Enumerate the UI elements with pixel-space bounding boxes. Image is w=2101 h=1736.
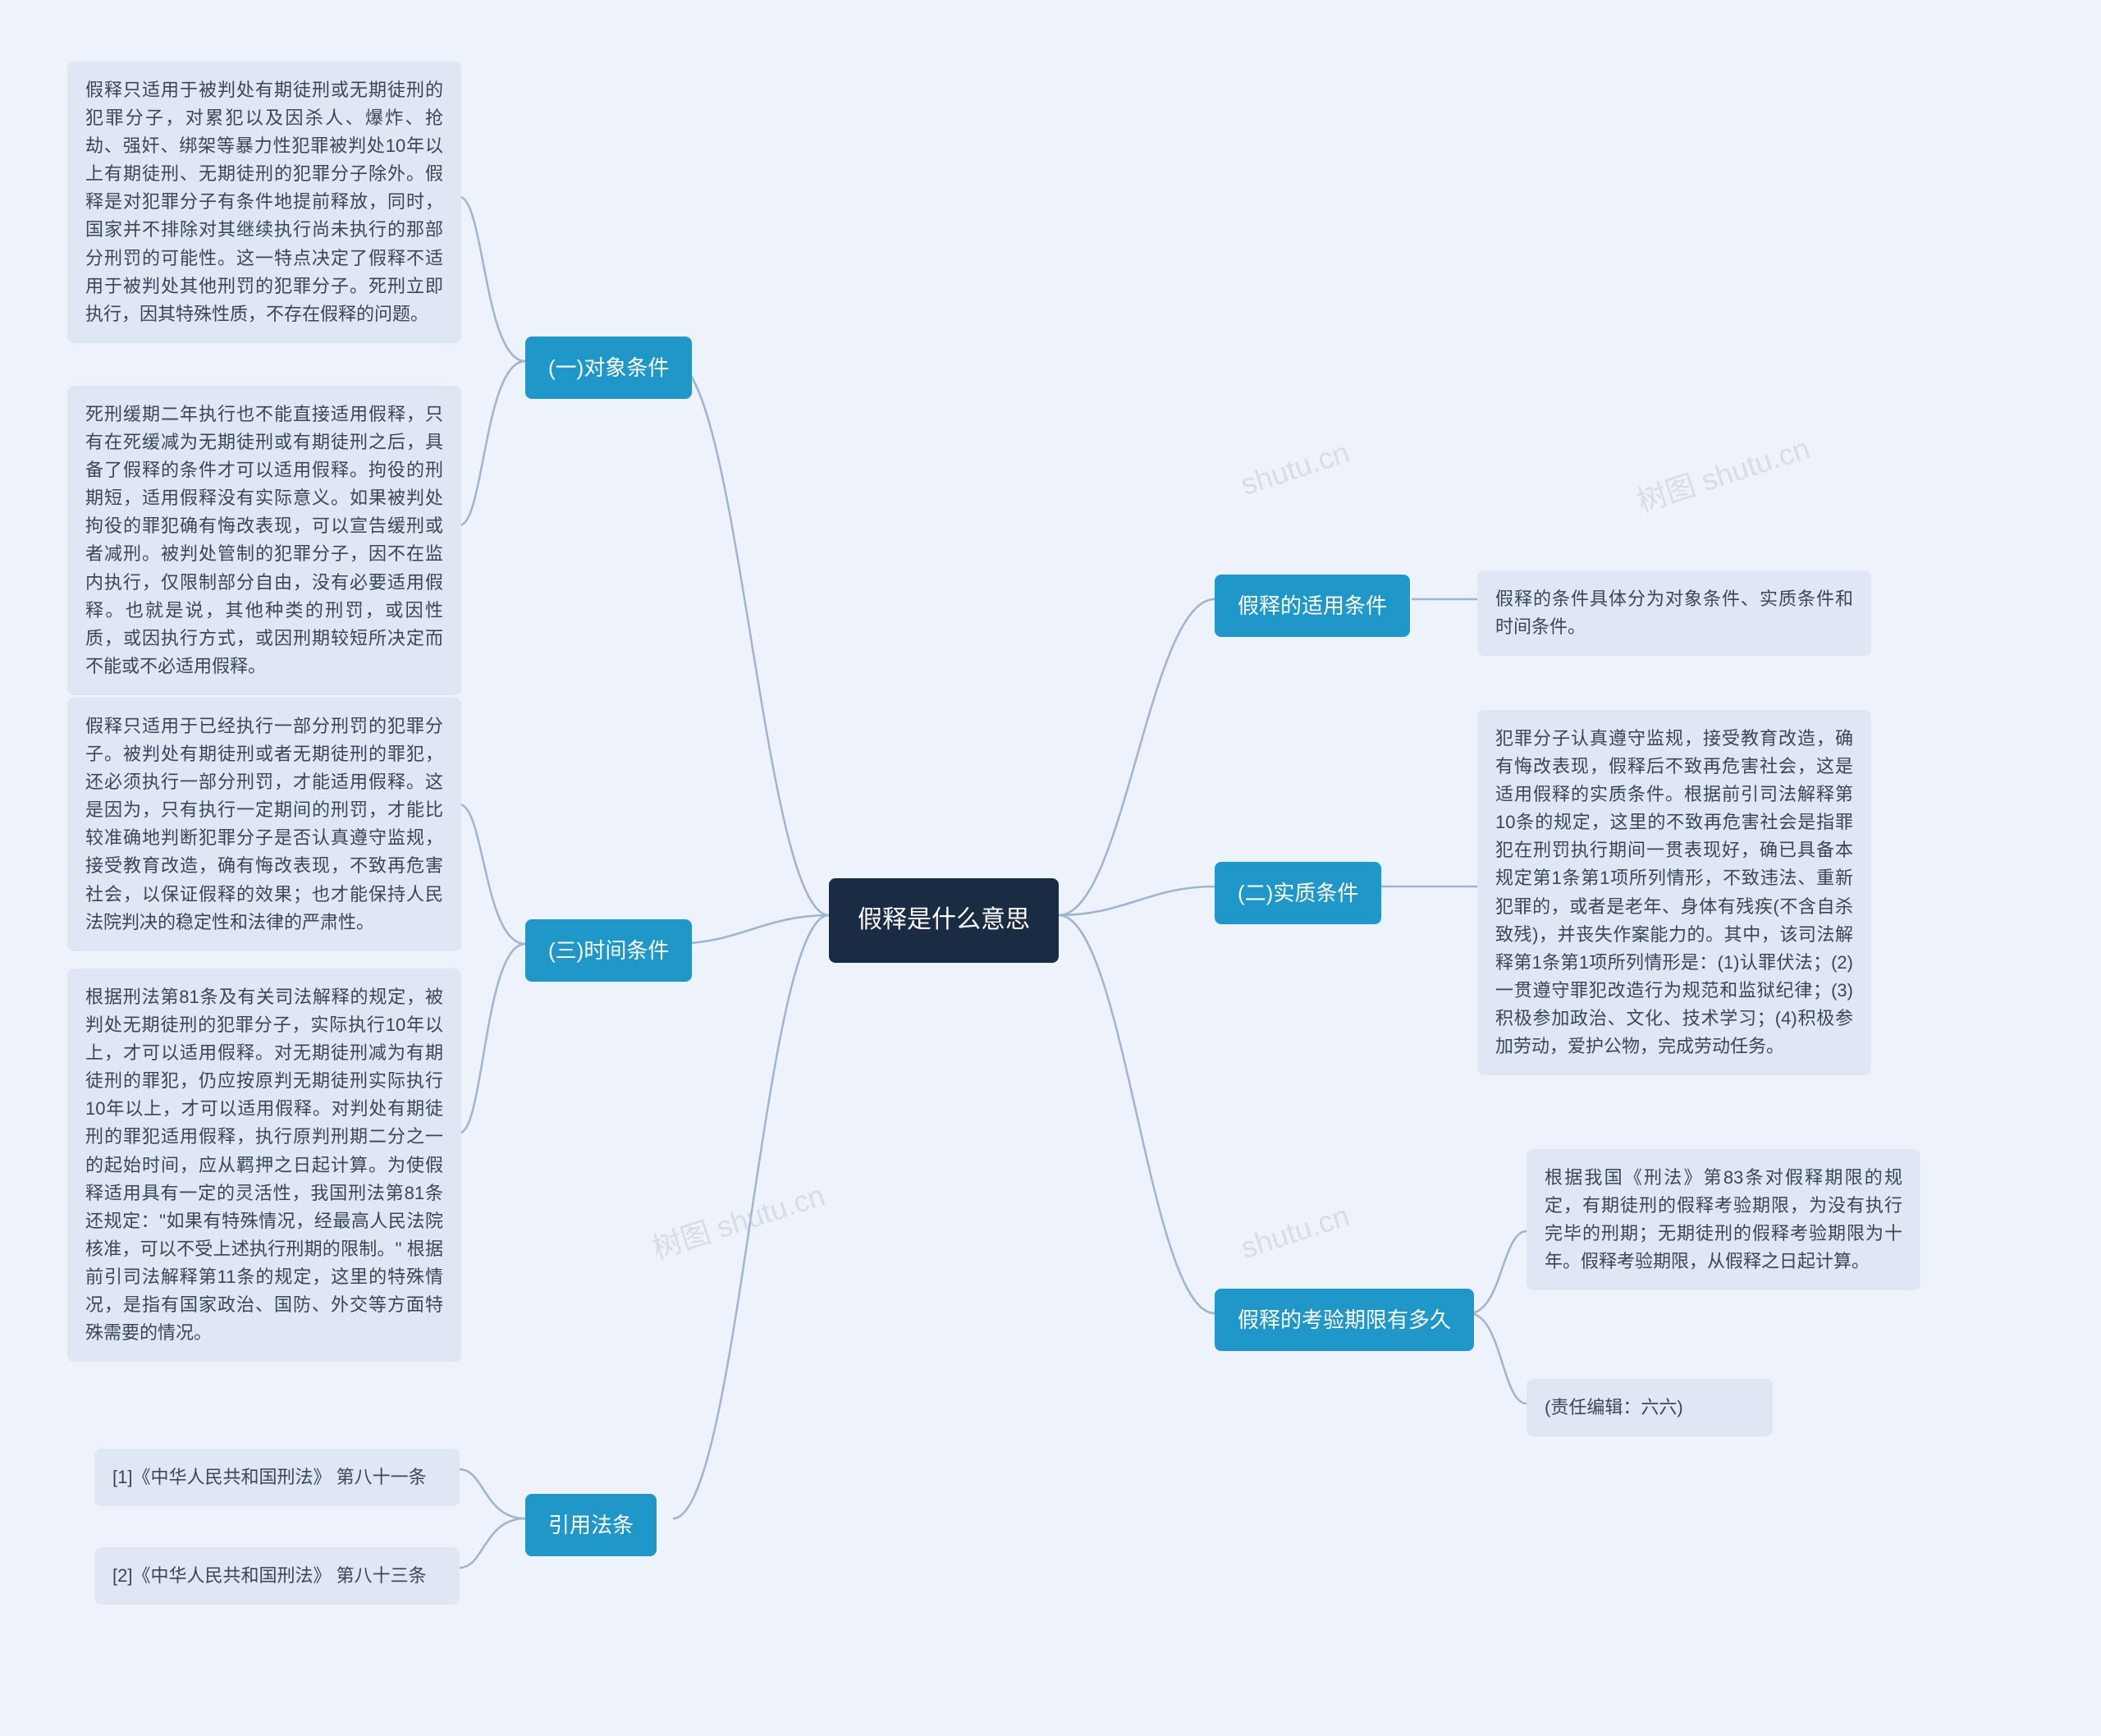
leaf-cite-2: [2]《中华人民共和国刑法》 第八十三条: [94, 1547, 460, 1605]
leaf-applicable-1: 假释的条件具体分为对象条件、实质条件和时间条件。: [1477, 570, 1871, 656]
leaf-cite-1: [1]《中华人民共和国刑法》 第八十一条: [94, 1449, 460, 1506]
branch-label: (一)对象条件: [548, 355, 669, 380]
leaf-substance-1: 犯罪分子认真遵守监规，接受教育改造，确有悔改表现，假释后不致再危害社会，这是适用…: [1477, 710, 1871, 1075]
leaf-text: (责任编辑：六六): [1545, 1397, 1683, 1418]
root-node[interactable]: 假释是什么意思: [829, 878, 1059, 963]
branch-label: (三)时间条件: [548, 938, 669, 963]
branch-label: (二)实质条件: [1238, 881, 1358, 905]
leaf-text: [1]《中华人民共和国刑法》 第八十一条: [112, 1467, 427, 1487]
branch-object-conditions[interactable]: (一)对象条件: [525, 337, 692, 399]
leaf-text: 假释只适用于被判处有期徒刑或无期徒刑的犯罪分子，对累犯以及因杀人、爆炸、抢劫、强…: [85, 80, 443, 324]
branch-label: 引用法条: [548, 1513, 634, 1537]
branch-label: 假释的考验期限有多久: [1238, 1308, 1451, 1332]
leaf-text: 死刑缓期二年执行也不能直接适用假释，只有在死缓减为无期徒刑或有期徒刑之后，具备了…: [85, 404, 443, 676]
watermark: 树图 shutu.cn: [1631, 425, 1814, 521]
leaf-text: 根据我国《刑法》第83条对假释期限的规定，有期徒刑的假释考验期限，为没有执行完毕…: [1545, 1167, 1902, 1271]
branch-label: 假释的适用条件: [1238, 593, 1387, 618]
watermark: shutu.cn: [1237, 435, 1353, 502]
leaf-text: 犯罪分子认真遵守监规，接受教育改造，确有悔改表现，假释后不致再危害社会，这是适用…: [1495, 728, 1853, 1056]
branch-time-conditions[interactable]: (三)时间条件: [525, 919, 692, 982]
root-label: 假释是什么意思: [858, 906, 1030, 933]
branch-substance-conditions[interactable]: (二)实质条件: [1215, 862, 1381, 924]
leaf-text: [2]《中华人民共和国刑法》 第八十三条: [112, 1565, 427, 1586]
leaf-text: 根据刑法第81条及有关司法解释的规定，被判处无期徒刑的犯罪分子，实际执行10年以…: [85, 987, 443, 1343]
leaf-object-1: 假释只适用于被判处有期徒刑或无期徒刑的犯罪分子，对累犯以及因杀人、爆炸、抢劫、强…: [67, 62, 461, 343]
leaf-time-2: 根据刑法第81条及有关司法解释的规定，被判处无期徒刑的犯罪分子，实际执行10年以…: [67, 969, 461, 1362]
leaf-object-2: 死刑缓期二年执行也不能直接适用假释，只有在死缓减为无期徒刑或有期徒刑之后，具备了…: [67, 386, 461, 695]
watermark: 树图 shutu.cn: [646, 1172, 829, 1268]
branch-cited-laws[interactable]: 引用法条: [525, 1494, 657, 1556]
branch-probation-term[interactable]: 假释的考验期限有多久: [1215, 1289, 1474, 1351]
branch-applicable-conditions[interactable]: 假释的适用条件: [1215, 575, 1410, 637]
leaf-text: 假释只适用于已经执行一部分刑罚的犯罪分子。被判处有期徒刑或者无期徒刑的罪犯，还必…: [85, 716, 443, 932]
watermark: shutu.cn: [1237, 1198, 1353, 1266]
leaf-time-1: 假释只适用于已经执行一部分刑罚的犯罪分子。被判处有期徒刑或者无期徒刑的罪犯，还必…: [67, 698, 461, 951]
leaf-term-1: 根据我国《刑法》第83条对假释期限的规定，有期徒刑的假释考验期限，为没有执行完毕…: [1527, 1149, 1920, 1290]
leaf-term-2: (责任编辑：六六): [1527, 1379, 1773, 1436]
leaf-text: 假释的条件具体分为对象条件、实质条件和时间条件。: [1495, 589, 1853, 637]
